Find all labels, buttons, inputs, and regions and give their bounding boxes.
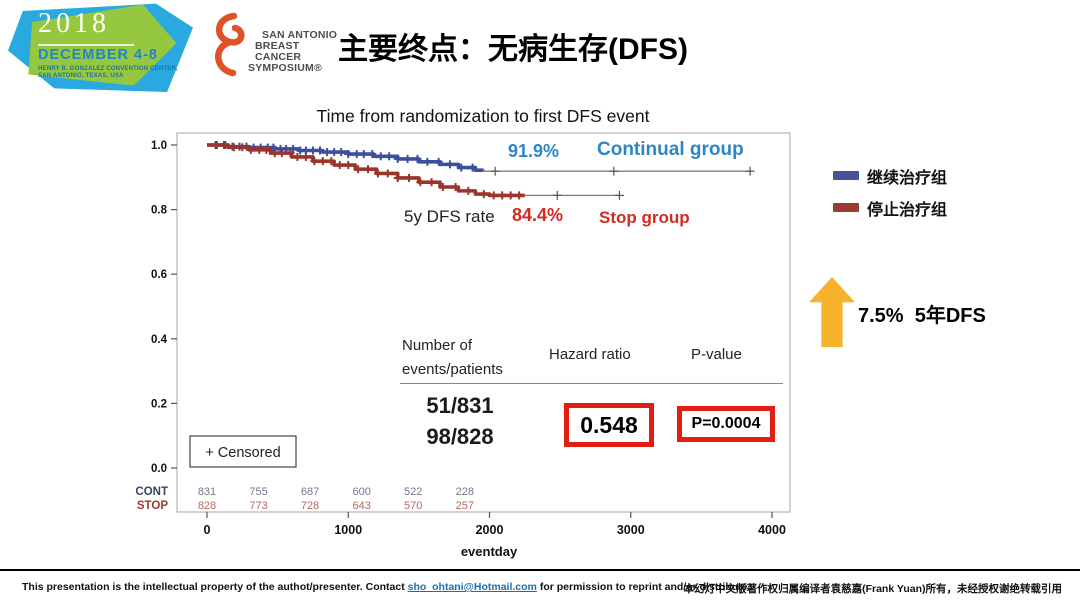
legend-label-continual: 继续治疗组 bbox=[867, 170, 948, 187]
banner-venue-line1: HENRY B. GONZALEZ CONVENTION CENTER, bbox=[38, 66, 178, 72]
five-year-dfs-rate-label: 5y DFS rate bbox=[404, 207, 495, 226]
sabcs-logo-line3: SYMPOSIUM® bbox=[248, 62, 322, 74]
dfs-gain-highlight: 7.5% 5年DFS bbox=[858, 305, 986, 327]
continual-group-label: Continual group bbox=[597, 139, 744, 160]
banner-dates: DECEMBER 4-8 bbox=[38, 47, 158, 63]
svg-text:228: 228 bbox=[456, 486, 474, 498]
footer-divider bbox=[0, 569, 1080, 571]
banner-venue-line2: SAN ANTONIO, TEXAS, USA bbox=[38, 73, 124, 79]
svg-text:570: 570 bbox=[404, 500, 422, 512]
svg-text:0.8: 0.8 bbox=[151, 205, 168, 217]
stop-group-label: Stop group bbox=[599, 208, 690, 227]
banner-year: 2018 bbox=[38, 8, 110, 39]
p-value-header: P-value bbox=[691, 346, 742, 363]
footer-copyright-suffix: for permission to reprint and/or distrib… bbox=[536, 581, 751, 593]
svg-text:0: 0 bbox=[204, 523, 211, 537]
sabcs-logo: SAN ANTONIO BREAST CANCER SYMPOSIUM® bbox=[196, 8, 346, 82]
events-patients-header: Number of events/patients bbox=[402, 334, 503, 382]
svg-text:728: 728 bbox=[301, 500, 319, 512]
events-patients-header-line1: Number of bbox=[402, 337, 473, 354]
svg-text:2000: 2000 bbox=[476, 523, 504, 537]
svg-text:755: 755 bbox=[249, 486, 267, 498]
up-arrow-icon bbox=[809, 277, 855, 347]
continual-rate-label: 91.9% bbox=[508, 141, 560, 161]
svg-text:0.2: 0.2 bbox=[151, 398, 167, 410]
footer-email-link[interactable]: sho_ohtani@Hotmail.com bbox=[407, 581, 537, 593]
svg-text:3000: 3000 bbox=[617, 523, 645, 537]
km-chart-svg: Time from randomization to first DFS eve… bbox=[135, 106, 791, 559]
svg-text:1000: 1000 bbox=[334, 523, 362, 537]
svg-text:831: 831 bbox=[198, 486, 216, 498]
svg-text:Time from randomization to fir: Time from randomization to first DFS eve… bbox=[317, 106, 650, 126]
hazard-ratio-header: Hazard ratio bbox=[549, 346, 631, 363]
banner-underline bbox=[38, 44, 134, 46]
svg-text:600: 600 bbox=[352, 486, 370, 498]
svg-text:257: 257 bbox=[456, 500, 474, 512]
p-value-value: P=0.0004 bbox=[677, 406, 775, 442]
stats-table-divider bbox=[400, 383, 783, 384]
events-patients-header-line2: events/patients bbox=[402, 361, 503, 378]
svg-text:0.6: 0.6 bbox=[151, 269, 167, 281]
page-title: 主要终点：无病生存(DFS) bbox=[338, 33, 688, 66]
footer-translation-notice: 本幻灯中文版著作权归属编译者袁慈嘉(Frank Yuan)所有，未经授权谢绝转载… bbox=[683, 583, 1062, 595]
footer-copyright: This presentation is the intellectual pr… bbox=[22, 581, 750, 593]
stop-rate-label: 84.4% bbox=[512, 205, 564, 225]
sabcs-logo-line1: SAN ANTONIO bbox=[262, 29, 338, 41]
svg-text:643: 643 bbox=[352, 500, 370, 512]
continual-events-value: 51/831 bbox=[426, 393, 494, 418]
footer-copyright-prefix: This presentation is the intellectual pr… bbox=[22, 581, 408, 593]
svg-text:1.0: 1.0 bbox=[151, 140, 167, 152]
legend-swatch-continual bbox=[833, 171, 859, 180]
svg-text:773: 773 bbox=[249, 500, 267, 512]
svg-text:522: 522 bbox=[404, 486, 422, 498]
legend-label-stop: 停止治疗组 bbox=[867, 202, 948, 219]
svg-text:+ Censored: + Censored bbox=[205, 445, 280, 461]
svg-text:4000: 4000 bbox=[758, 523, 786, 537]
svg-text:828: 828 bbox=[198, 500, 216, 512]
sabcs-ribbon-icon bbox=[215, 12, 245, 77]
sabcs-logo-text: SAN ANTONIO BREAST CANCER SYMPOSIUM® bbox=[248, 30, 346, 74]
legend-swatch-stop bbox=[833, 203, 859, 212]
svg-text:0.4: 0.4 bbox=[151, 334, 168, 346]
hazard-ratio-value: 0.548 bbox=[564, 403, 654, 447]
conference-banner: 2018 DECEMBER 4-8 HENRY B. GONZALEZ CONV… bbox=[8, 0, 193, 92]
sabcs-logo-line2: BREAST CANCER bbox=[255, 40, 302, 63]
svg-text:687: 687 bbox=[301, 486, 319, 498]
stop-events-value: 98/828 bbox=[426, 424, 494, 449]
svg-text:0.0: 0.0 bbox=[151, 463, 167, 475]
svg-text:eventday: eventday bbox=[461, 544, 518, 559]
svg-text:CONT: CONT bbox=[135, 486, 168, 498]
svg-text:STOP: STOP bbox=[137, 500, 168, 512]
